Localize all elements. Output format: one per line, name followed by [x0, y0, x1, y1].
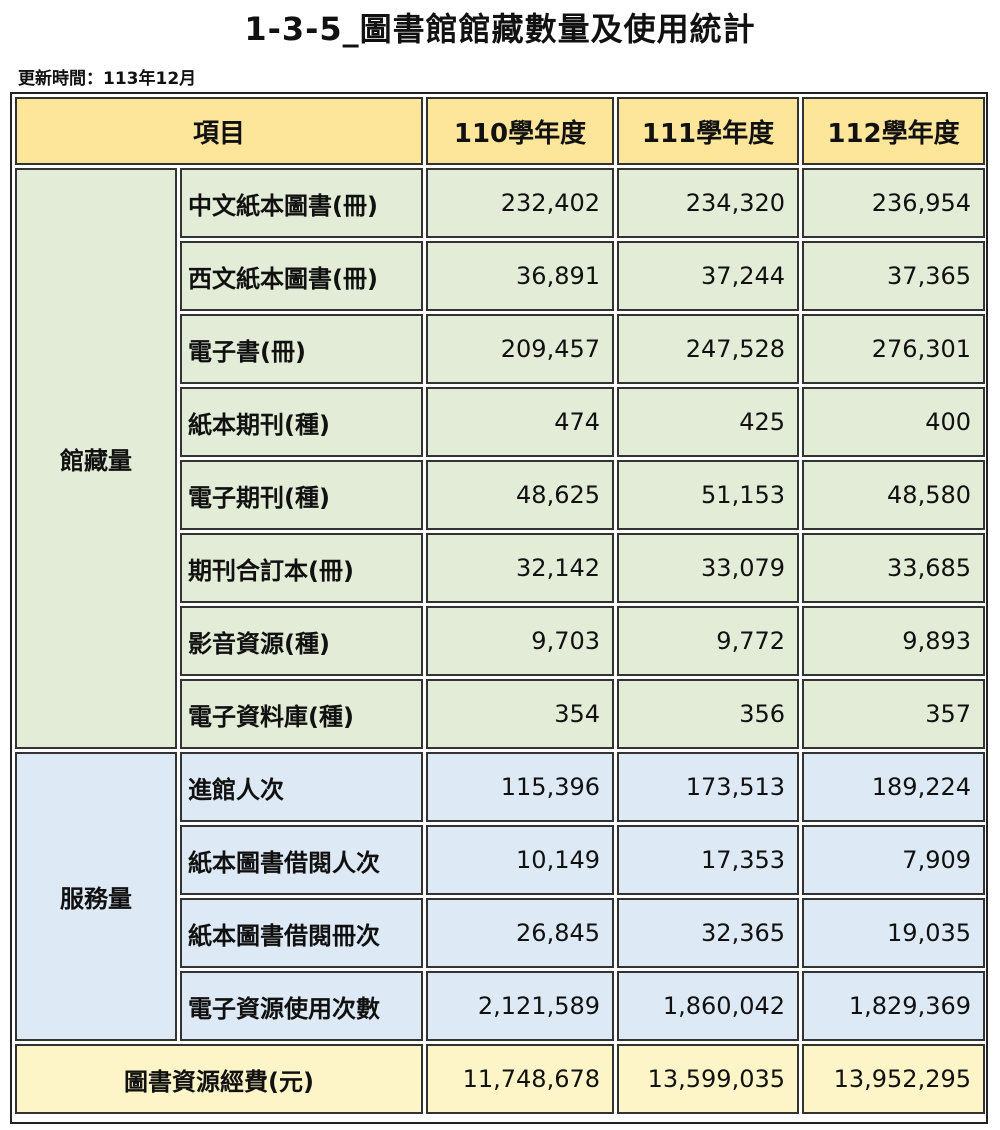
table-row: 服務量 進館人次 115,396 173,513 189,224 [15, 752, 986, 1041]
value-110: 36,891 [426, 241, 615, 311]
value-110: 354 [426, 679, 615, 749]
value-110: 209,457 [426, 314, 615, 384]
value-111: 37,244 [617, 241, 800, 311]
budget-label: 圖書資源經費(元) [15, 1044, 424, 1114]
value-111: 425 [617, 387, 800, 457]
row-label: 影音資源(種) [180, 606, 424, 676]
table-row: 電子資源使用次數 2,121,589 1,860,042 1,829,369 [15, 971, 986, 1041]
value-112: 276,301 [802, 314, 986, 384]
page-title: 1-3-5_圖書館館藏數量及使用統計 [244, 10, 756, 48]
value-112: 33,685 [802, 533, 986, 603]
row-label: 紙本期刊(種) [180, 387, 424, 457]
value-111: 173,513 [617, 752, 800, 822]
value-111: 9,772 [617, 606, 800, 676]
row-label: 紙本圖書借閱人次 [180, 825, 424, 895]
value-110: 11,748,678 [426, 1044, 615, 1114]
value-110: 10,149 [426, 825, 615, 895]
value-110: 115,396 [426, 752, 615, 822]
value-112: 7,909 [802, 825, 986, 895]
header-year-110: 110學年度 [426, 97, 615, 165]
value-110: 9,703 [426, 606, 615, 676]
value-112: 19,035 [802, 898, 986, 968]
library-stats-table: 項目 110學年度 111學年度 112學年度 館藏量 中文紙本圖書(冊) 23… [12, 94, 988, 1117]
value-111: 32,365 [617, 898, 800, 968]
table-row: 紙本期刊(種) 474 425 400 [15, 387, 986, 457]
value-112: 236,954 [802, 168, 986, 238]
header-item: 項目 [15, 97, 424, 165]
value-111: 17,353 [617, 825, 800, 895]
value-112: 357 [802, 679, 986, 749]
value-111: 51,153 [617, 460, 800, 530]
table-row: 期刊合訂本(冊) 32,142 33,079 33,685 [15, 533, 986, 603]
value-112: 9,893 [802, 606, 986, 676]
row-label: 中文紙本圖書(冊) [180, 168, 424, 238]
table-row: 電子資料庫(種) 354 356 357 [15, 679, 986, 749]
table-row: 紙本圖書借閱冊次 26,845 32,365 19,035 [15, 898, 986, 968]
value-112: 13,952,295 [802, 1044, 986, 1114]
value-111: 33,079 [617, 533, 800, 603]
table-row: 西文紙本圖書(冊) 36,891 37,244 37,365 [15, 241, 986, 311]
value-112: 48,580 [802, 460, 986, 530]
value-110: 474 [426, 387, 615, 457]
value-111: 234,320 [617, 168, 800, 238]
row-label: 進館人次 [180, 752, 424, 822]
table-row: 紙本圖書借閱人次 10,149 17,353 7,909 [15, 825, 986, 895]
category-collection: 館藏量 [15, 168, 177, 749]
value-112: 189,224 [802, 752, 986, 822]
row-label: 西文紙本圖書(冊) [180, 241, 424, 311]
value-111: 1,860,042 [617, 971, 800, 1041]
value-111: 13,599,035 [617, 1044, 800, 1114]
value-110: 232,402 [426, 168, 615, 238]
value-112: 1,829,369 [802, 971, 986, 1041]
row-label: 期刊合訂本(冊) [180, 533, 424, 603]
update-date: 更新時間：113年12月 [18, 69, 197, 89]
value-111: 356 [617, 679, 800, 749]
value-111: 247,528 [617, 314, 800, 384]
budget-row: 圖書資源經費(元) 11,748,678 13,599,035 13,952,2… [15, 1044, 986, 1114]
value-112: 400 [802, 387, 986, 457]
row-label: 紙本圖書借閱冊次 [180, 898, 424, 968]
row-label: 電子期刊(種) [180, 460, 424, 530]
value-110: 26,845 [426, 898, 615, 968]
value-110: 2,121,589 [426, 971, 615, 1041]
table-row: 電子期刊(種) 48,625 51,153 48,580 [15, 460, 986, 530]
category-service: 服務量 [15, 752, 177, 1041]
table-row: 電子書(冊) 209,457 247,528 276,301 [15, 314, 986, 384]
header-year-112: 112學年度 [802, 97, 986, 165]
table-frame [10, 92, 988, 1124]
table-row: 館藏量 中文紙本圖書(冊) 232,402 234,320 236,954 [15, 168, 986, 749]
row-label: 電子資料庫(種) [180, 679, 424, 749]
header-row: 項目 110學年度 111學年度 112學年度 [15, 97, 986, 165]
value-110: 32,142 [426, 533, 615, 603]
row-label: 電子資源使用次數 [180, 971, 424, 1041]
header-year-111: 111學年度 [617, 97, 800, 165]
value-110: 48,625 [426, 460, 615, 530]
value-112: 37,365 [802, 241, 986, 311]
table-row: 影音資源(種) 9,703 9,772 9,893 [15, 606, 986, 676]
row-label: 電子書(冊) [180, 314, 424, 384]
